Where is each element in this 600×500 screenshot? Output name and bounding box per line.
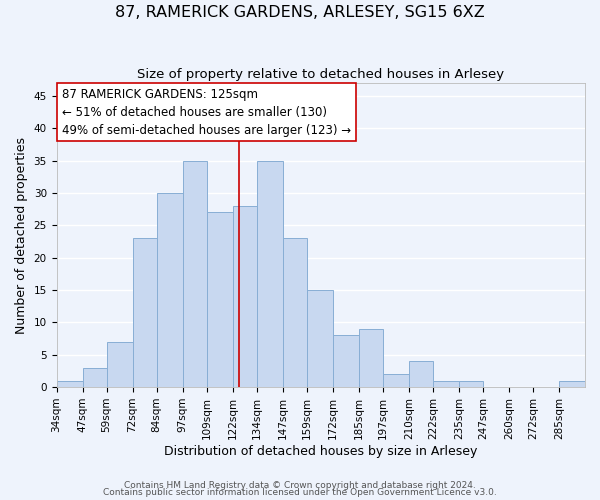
Bar xyxy=(83,368,107,387)
Bar xyxy=(206,212,233,387)
Bar xyxy=(257,160,283,387)
Title: Size of property relative to detached houses in Arlesey: Size of property relative to detached ho… xyxy=(137,68,505,80)
Bar xyxy=(283,238,307,387)
Bar xyxy=(333,336,359,387)
Bar xyxy=(133,238,157,387)
Bar xyxy=(433,380,459,387)
Text: Contains HM Land Registry data © Crown copyright and database right 2024.: Contains HM Land Registry data © Crown c… xyxy=(124,480,476,490)
Bar xyxy=(233,206,257,387)
Bar xyxy=(459,380,483,387)
Bar xyxy=(157,193,182,387)
Bar xyxy=(307,290,333,387)
Y-axis label: Number of detached properties: Number of detached properties xyxy=(15,136,28,334)
Bar xyxy=(56,380,83,387)
Text: Contains public sector information licensed under the Open Government Licence v3: Contains public sector information licen… xyxy=(103,488,497,497)
Bar xyxy=(107,342,133,387)
Text: 87, RAMERICK GARDENS, ARLESEY, SG15 6XZ: 87, RAMERICK GARDENS, ARLESEY, SG15 6XZ xyxy=(115,5,485,20)
Bar xyxy=(409,361,433,387)
Text: 87 RAMERICK GARDENS: 125sqm
← 51% of detached houses are smaller (130)
49% of se: 87 RAMERICK GARDENS: 125sqm ← 51% of det… xyxy=(62,88,351,136)
Bar xyxy=(383,374,409,387)
X-axis label: Distribution of detached houses by size in Arlesey: Distribution of detached houses by size … xyxy=(164,444,478,458)
Bar xyxy=(182,160,206,387)
Bar xyxy=(559,380,585,387)
Bar xyxy=(359,329,383,387)
